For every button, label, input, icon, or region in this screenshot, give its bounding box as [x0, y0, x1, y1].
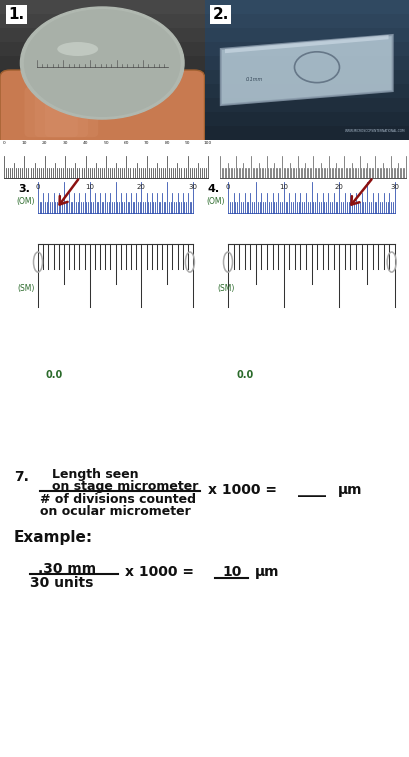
Text: 80: 80	[164, 141, 170, 145]
Text: 7.: 7.	[14, 470, 29, 484]
Text: ____: ____	[298, 483, 326, 497]
Text: 30 units: 30 units	[30, 575, 93, 590]
Text: x 1000 =: x 1000 =	[125, 565, 194, 578]
Text: 10: 10	[279, 184, 288, 190]
Text: # of divisions counted: # of divisions counted	[40, 493, 196, 506]
Text: 0.0: 0.0	[46, 370, 63, 380]
Text: x 1000 =: x 1000 =	[208, 483, 277, 497]
FancyBboxPatch shape	[45, 87, 98, 137]
Text: 20: 20	[137, 184, 146, 190]
Text: 20: 20	[335, 184, 344, 190]
Text: (SM): (SM)	[218, 285, 235, 294]
Text: (OM): (OM)	[207, 198, 225, 206]
Text: 50: 50	[103, 141, 109, 145]
FancyBboxPatch shape	[35, 87, 88, 137]
Text: 20: 20	[42, 141, 47, 145]
Text: 90: 90	[185, 141, 190, 145]
Bar	[204, 28, 409, 42]
Text: 60: 60	[124, 141, 129, 145]
Bar	[204, 98, 409, 112]
Bar	[0, 42, 204, 56]
Polygon shape	[221, 35, 393, 105]
Text: Length seen: Length seen	[52, 468, 139, 481]
Text: μm: μm	[338, 483, 362, 497]
Bar	[204, 112, 409, 126]
Text: 3.: 3.	[18, 184, 30, 194]
Text: 10: 10	[85, 184, 94, 190]
Text: 100: 100	[204, 141, 212, 145]
Bar	[204, 14, 409, 28]
Ellipse shape	[57, 42, 98, 56]
Text: 40: 40	[83, 141, 88, 145]
Text: (OM): (OM)	[16, 198, 35, 206]
Bar	[204, 70, 409, 84]
Text: .30 mm: .30 mm	[38, 562, 96, 575]
Text: 0.0: 0.0	[236, 370, 254, 380]
Bar	[204, 84, 409, 98]
FancyBboxPatch shape	[25, 87, 78, 137]
Text: 4.: 4.	[208, 184, 220, 194]
FancyBboxPatch shape	[0, 70, 204, 147]
Text: 30: 30	[189, 184, 198, 190]
Bar	[0, 14, 204, 28]
Bar	[204, 0, 409, 14]
Bar	[0, 98, 204, 112]
Bar	[204, 56, 409, 70]
Bar	[0, 112, 204, 126]
Bar	[0, 70, 204, 84]
Bar	[204, 42, 409, 56]
Text: 0: 0	[2, 141, 5, 145]
Text: 30: 30	[391, 184, 400, 190]
Text: 0: 0	[226, 184, 230, 190]
Text: WWW.MICROSCOPSINTERNATIONAL.COM: WWW.MICROSCOPSINTERNATIONAL.COM	[344, 129, 405, 133]
Text: 30: 30	[63, 141, 68, 145]
Text: 10: 10	[22, 141, 27, 145]
Bar	[204, 126, 409, 140]
Circle shape	[25, 10, 180, 117]
Text: 70: 70	[144, 141, 150, 145]
Text: on ocular micrometer: on ocular micrometer	[40, 505, 191, 518]
Bar	[0, 0, 204, 14]
Text: 0: 0	[36, 184, 40, 190]
Text: 2.: 2.	[213, 7, 229, 22]
Text: 10: 10	[222, 565, 241, 578]
Bar	[0, 28, 204, 42]
Text: 1.: 1.	[8, 7, 24, 22]
Circle shape	[20, 7, 184, 119]
Text: on stage micrometer: on stage micrometer	[52, 480, 198, 493]
Text: 0.1mm: 0.1mm	[245, 77, 263, 83]
Bar	[0, 56, 204, 70]
Bar	[0, 126, 204, 140]
Polygon shape	[225, 35, 389, 53]
Text: (SM): (SM)	[18, 285, 35, 294]
Text: Example:: Example:	[14, 530, 93, 545]
Bar	[0, 84, 204, 98]
Text: μm: μm	[255, 565, 279, 578]
